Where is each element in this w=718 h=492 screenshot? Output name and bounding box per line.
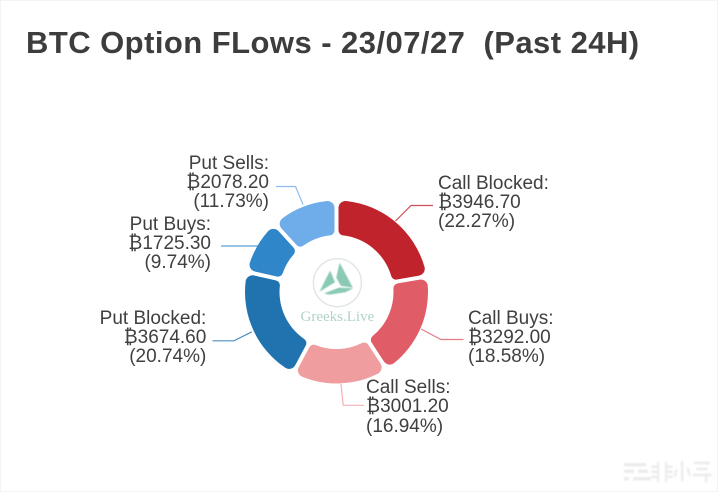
svg-text:Greeks.Live: Greeks.Live [301,309,375,325]
